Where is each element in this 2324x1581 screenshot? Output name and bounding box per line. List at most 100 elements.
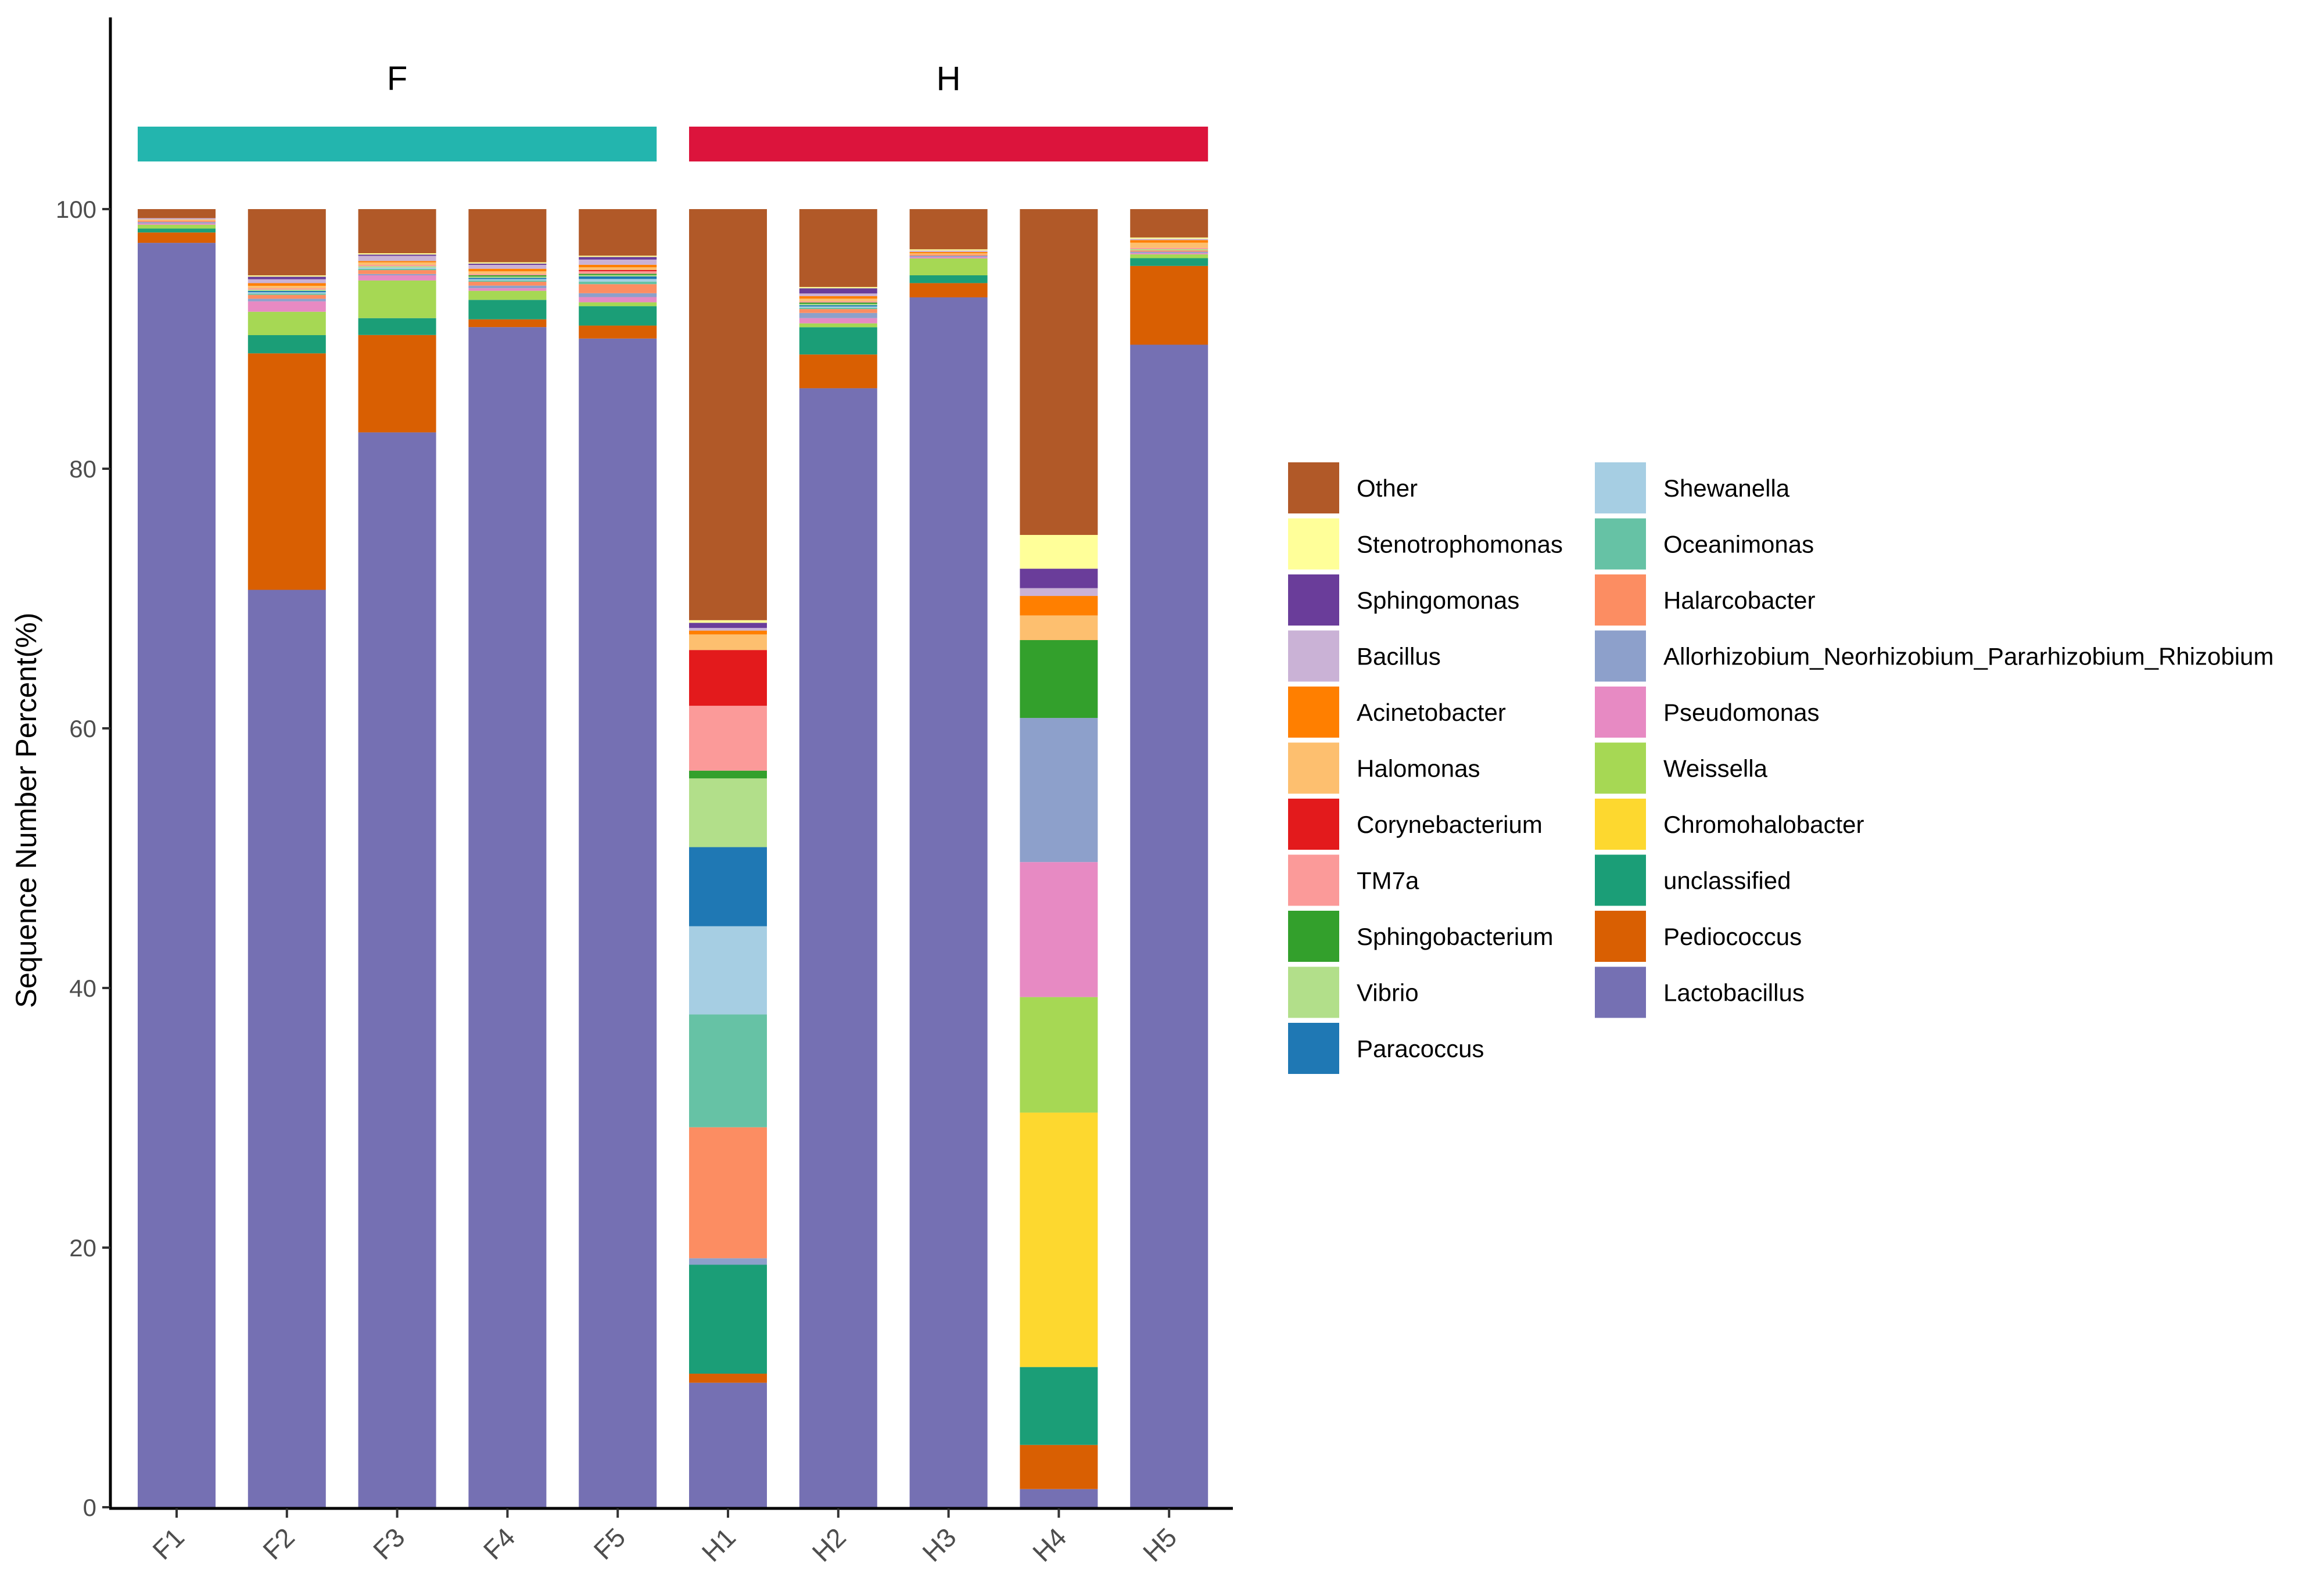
legend-item-sphingomonas: Sphingomonas (1288, 574, 1519, 626)
bar-segment-h4-stenotrophomonas (1020, 534, 1098, 569)
legend-item-allorhizobium-neorhizobium-pararhizobium-rhizobium: Allorhizobium_Neorhizobium_Pararhizobium… (1595, 630, 2274, 682)
bar-segment-f3-tm7a (358, 265, 436, 267)
bar-segment-h1-halarcobacter (689, 1127, 767, 1259)
group-strip-h (689, 127, 1208, 161)
bar-segment-f3-other (358, 209, 436, 253)
bar-segment-h2-allorhizobium-neorhizobium-pararhizobium-rhizobium (799, 312, 877, 318)
bar-segment-f1-other (138, 209, 216, 218)
legend-item-paracoccus: Paracoccus (1288, 1023, 1484, 1074)
bar-segment-f5-lactobacillus (579, 338, 657, 1507)
legend-swatch-sphingobacterium (1288, 911, 1339, 962)
bar-segment-f3-acinetobacter (358, 261, 436, 263)
bar-segment-f4-allorhizobium-neorhizobium-pararhizobium-rhizobium (468, 285, 547, 289)
bar-segment-h1-vibrio (689, 778, 767, 847)
legend-swatch-halarcobacter (1595, 574, 1646, 626)
bar-segment-f3-lactobacillus (358, 432, 436, 1508)
bar-segment-f4-oceanimonas (468, 280, 547, 282)
legend-item-corynebacterium: Corynebacterium (1288, 799, 1543, 850)
bar-segment-h4-chromohalobacter (1020, 1112, 1098, 1367)
bar-f2 (248, 209, 326, 1507)
bar-segment-f5-sphingomonas (579, 257, 657, 260)
bar-segment-h4-pseudomonas (1020, 862, 1098, 997)
bar-segment-h2-halomonas (799, 299, 877, 301)
bar-segment-f3-halomonas (358, 262, 436, 265)
legend-label-halarcobacter: Halarcobacter (1663, 587, 1815, 614)
bar-segment-h2-bacillus (799, 293, 877, 296)
legend-item-halomonas: Halomonas (1288, 742, 1480, 794)
bar-segment-f2-sphingomonas (248, 276, 326, 279)
bar-segment-f1-pseudomonas (138, 223, 216, 225)
bar-segment-h2-vibrio (799, 304, 877, 306)
legend-label-pseudomonas: Pseudomonas (1663, 699, 1820, 726)
bar-segment-f5-oceanimonas (579, 281, 657, 285)
bar-segment-h1-stenotrophomonas (689, 620, 767, 623)
bars (138, 209, 1208, 1508)
bar-segment-f4-stenotrophomonas (468, 262, 547, 264)
bar-segment-h1-tm7a (689, 706, 767, 771)
bar-segment-f4-bacillus (468, 265, 547, 269)
bar-segment-h4-weissella (1020, 997, 1098, 1113)
legend-swatch-corynebacterium (1288, 799, 1339, 850)
bar-h2 (799, 209, 877, 1508)
legend-label-halomonas: Halomonas (1357, 755, 1480, 782)
bar-segment-f4-tm7a (468, 274, 547, 275)
legend-label-allorhizobium-neorhizobium-pararhizobium-rhizobium: Allorhizobium_Neorhizobium_Pararhizobium… (1663, 643, 2274, 670)
bar-segment-f4-other (468, 209, 547, 263)
bar-segment-f3-stenotrophomonas (358, 253, 436, 255)
bar-segment-h2-other (799, 209, 877, 288)
bar-segment-f2-bacillus (248, 279, 326, 283)
bar-segment-f3-bacillus (358, 256, 436, 261)
bar-segment-f2-pseudomonas (248, 301, 326, 312)
bar-segment-f2-oceanimonas (248, 293, 326, 295)
bar-segment-f3-shewanella (358, 267, 436, 269)
legend-swatch-chromohalobacter (1595, 799, 1646, 850)
bar-segment-f3-allorhizobium-neorhizobium-pararhizobium-rhizobium (358, 274, 436, 275)
bar-segment-f2-halarcobacter (248, 294, 326, 299)
bar-segment-h2-sphingomonas (799, 288, 877, 294)
bar-segment-f2-tm7a (248, 288, 326, 290)
legend-label-corynebacterium: Corynebacterium (1357, 811, 1543, 838)
legend-label-sphingomonas: Sphingomonas (1357, 587, 1519, 614)
bar-segment-f1-bacillus (138, 218, 216, 220)
bar-segment-h3-weissella (909, 258, 988, 275)
bar-segment-f5-halomonas (579, 267, 657, 270)
bar-segment-h4-other (1020, 209, 1098, 535)
y-tick-label-100: 100 (56, 196, 96, 223)
legend-label-shewanella: Shewanella (1663, 475, 1790, 502)
bar-segment-h1-other (689, 209, 767, 620)
bar-segment-h4-unclassified (1020, 1367, 1098, 1445)
bar-h5 (1130, 209, 1208, 1507)
bar-segment-f4-acinetobacter (468, 268, 547, 272)
bar-segment-h3-halarcobacter (909, 254, 988, 256)
y-tick-label-40: 40 (69, 975, 96, 1002)
bar-segment-h2-sphingobacterium (799, 302, 877, 304)
bar-segment-f2-stenotrophomonas (248, 275, 326, 277)
bar-segment-h4-allorhizobium-neorhizobium-pararhizobium-rhizobium (1020, 718, 1098, 863)
bar-segment-f1-halomonas (138, 219, 216, 221)
bar-segment-h1-shewanella (689, 926, 767, 1015)
bar-segment-h1-halomonas (689, 634, 767, 651)
legend-swatch-halomonas (1288, 742, 1339, 794)
bar-segment-f1-halarcobacter (138, 221, 216, 222)
legend-swatch-allorhizobium-neorhizobium-pararhizobium-rhizobium (1595, 630, 1646, 682)
legend-item-tm7a: TM7a (1288, 854, 1419, 906)
legend-swatch-tm7a (1288, 854, 1339, 906)
bar-segment-h5-vibrio (1130, 249, 1208, 251)
bar-segment-f4-paracoccus (468, 278, 547, 279)
legend: Other Stenotrophomonas Sphingomonas Bacillu… (1288, 462, 2274, 1074)
legend-swatch-bacillus (1288, 630, 1339, 682)
bar-segment-f2-other (248, 209, 326, 276)
bar-segment-f4-shewanella (468, 279, 547, 281)
legend-label-lactobacillus: Lactobacillus (1663, 979, 1805, 1007)
legend-item-pseudomonas: Pseudomonas (1595, 687, 1820, 738)
y-tick-label-20: 20 (69, 1234, 96, 1262)
bar-segment-f2-allorhizobium-neorhizobium-pararhizobium-rhizobium (248, 299, 326, 301)
legend-label-vibrio: Vibrio (1357, 979, 1419, 1007)
bar-segment-h5-other (1130, 209, 1208, 238)
bar-segment-h1-lactobacillus (689, 1382, 767, 1507)
bar-segment-h5-unclassified (1130, 258, 1208, 266)
bar-segment-f4-lactobacillus (468, 327, 547, 1507)
y-tick-label-80: 80 (69, 455, 96, 483)
bar-segment-f5-unclassified (579, 306, 657, 326)
